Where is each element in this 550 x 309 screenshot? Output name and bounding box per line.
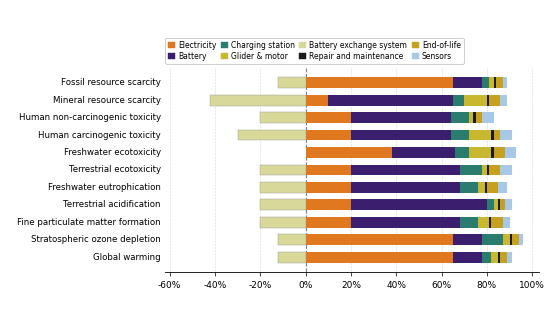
Bar [491, 252, 498, 263]
Bar [453, 95, 464, 106]
Bar [503, 77, 507, 88]
Bar [306, 112, 351, 123]
Bar [500, 199, 505, 210]
Bar [505, 199, 512, 210]
Bar [494, 129, 501, 141]
Bar [476, 112, 482, 123]
Bar [500, 95, 507, 106]
Bar [507, 252, 512, 263]
Bar [260, 112, 306, 123]
Bar [460, 217, 478, 228]
Bar [464, 95, 487, 106]
Bar [306, 147, 392, 158]
Bar [306, 129, 351, 141]
Bar [478, 182, 485, 193]
Bar [351, 112, 450, 123]
Bar [453, 252, 482, 263]
Bar [489, 95, 500, 106]
Legend: Electricity, Battery, Charging station, Glider & motor, Battery exchange system,: Electricity, Battery, Charging station, … [165, 38, 464, 64]
Bar [498, 182, 507, 193]
Bar [509, 234, 512, 245]
Bar [491, 147, 494, 158]
Bar [487, 182, 498, 193]
Bar [505, 147, 516, 158]
Bar [487, 164, 489, 176]
Bar [494, 77, 496, 88]
Bar [500, 164, 512, 176]
Bar [494, 147, 505, 158]
Bar [455, 147, 469, 158]
Bar [306, 182, 351, 193]
Bar [482, 77, 489, 88]
Bar [512, 234, 519, 245]
Bar [306, 199, 351, 210]
Bar [306, 77, 453, 88]
Bar [351, 199, 487, 210]
Bar [453, 234, 482, 245]
Bar [482, 112, 494, 123]
Bar [519, 234, 523, 245]
Bar [482, 164, 487, 176]
Bar [210, 95, 306, 106]
Bar [487, 95, 489, 106]
Bar [238, 129, 306, 141]
Bar [469, 147, 491, 158]
Bar [306, 95, 328, 106]
Bar [489, 77, 494, 88]
Bar [450, 112, 469, 123]
Bar [351, 217, 460, 228]
Bar [478, 217, 489, 228]
Bar [489, 217, 491, 228]
Bar [482, 252, 491, 263]
Bar [494, 199, 498, 210]
Bar [306, 164, 351, 176]
Bar [306, 234, 453, 245]
Bar [460, 164, 482, 176]
Bar [482, 234, 503, 245]
Bar [260, 217, 306, 228]
Bar [260, 199, 306, 210]
Bar [469, 129, 491, 141]
Bar [489, 164, 500, 176]
Bar [306, 252, 453, 263]
Bar [278, 252, 306, 263]
Bar [351, 129, 450, 141]
Bar [498, 199, 500, 210]
Bar [460, 182, 478, 193]
Bar [485, 182, 487, 193]
Bar [278, 77, 306, 88]
Bar [498, 252, 500, 263]
Bar [473, 112, 476, 123]
Bar [503, 234, 509, 245]
Bar [453, 77, 482, 88]
Bar [496, 77, 503, 88]
Bar [351, 164, 460, 176]
Bar [500, 252, 507, 263]
Bar [260, 164, 306, 176]
Bar [306, 217, 351, 228]
Bar [351, 182, 460, 193]
Bar [500, 129, 512, 141]
Bar [491, 217, 503, 228]
Bar [260, 182, 306, 193]
Bar [328, 95, 453, 106]
Bar [392, 147, 455, 158]
Bar [491, 129, 494, 141]
Bar [469, 112, 473, 123]
Bar [450, 129, 469, 141]
Bar [278, 234, 306, 245]
Bar [503, 217, 509, 228]
Bar [487, 199, 494, 210]
